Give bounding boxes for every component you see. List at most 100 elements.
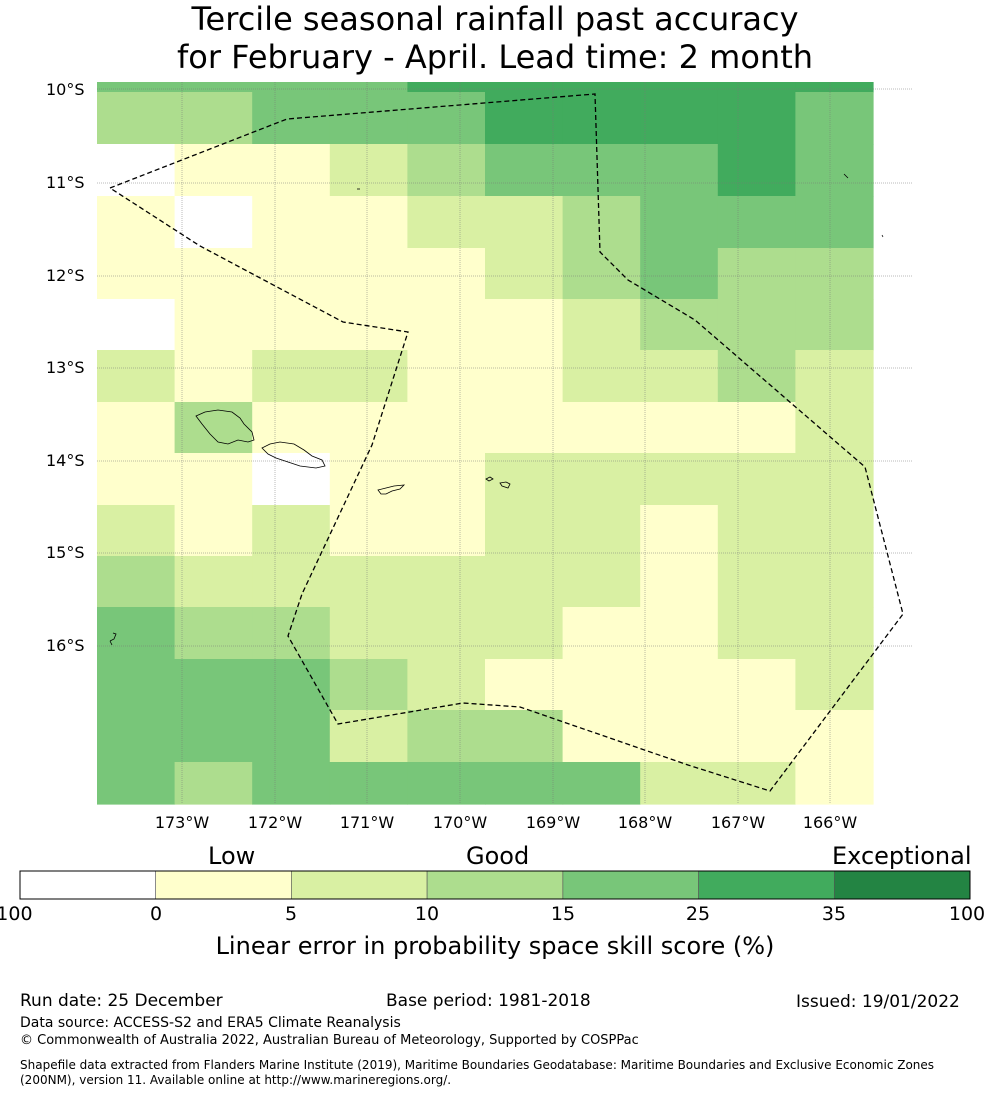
- copyright: © Commonwealth of Australia 2022, Austra…: [20, 1033, 639, 1048]
- skill-cell: [329, 607, 408, 660]
- skill-cell: [329, 350, 408, 403]
- skill-cell: [329, 144, 408, 197]
- skill-cell: [407, 196, 486, 249]
- lon-label: 170°W: [432, 813, 488, 832]
- skill-cell: [407, 453, 486, 506]
- skill-cell: [640, 402, 719, 454]
- skill-cell: [97, 505, 176, 557]
- skill-cell: [562, 92, 641, 145]
- skill-cell: [174, 299, 253, 351]
- skill-cell: [717, 710, 796, 763]
- skill-cell: [562, 505, 641, 557]
- skill-cell: [795, 505, 874, 557]
- skill-cell: [407, 248, 486, 300]
- colorbar-segment: [19, 870, 156, 900]
- skill-cell: [252, 196, 331, 249]
- lon-label: 171°W: [339, 813, 395, 832]
- skill-cell: [329, 659, 408, 711]
- skill-cell: [329, 196, 408, 249]
- skill-cell: [407, 607, 486, 660]
- skill-cell: [485, 659, 564, 711]
- skill-cell: [795, 453, 874, 506]
- skill-cell: [97, 556, 176, 608]
- skill-cell: [640, 350, 719, 403]
- skill-cell: [97, 92, 176, 145]
- shapefile-credit-line-1: Shapefile data extracted from Flanders M…: [20, 1058, 935, 1072]
- island-south-west: [109, 632, 117, 646]
- skill-cell: [174, 607, 253, 660]
- colorbar-word-good: Good: [466, 842, 530, 870]
- skill-cell: [640, 248, 719, 300]
- colorbar-tick: 10: [414, 903, 440, 925]
- skill-cell: [640, 82, 719, 93]
- island-manua-west: [485, 476, 494, 482]
- island-savaii: [195, 409, 255, 445]
- skill-cell: [174, 659, 253, 711]
- skill-cell: [329, 299, 408, 351]
- skill-cell: [485, 453, 564, 506]
- skill-cell: [174, 196, 253, 249]
- colorbar-segment: [426, 870, 564, 900]
- colorbar-tick: 15: [550, 903, 576, 925]
- skill-cell: [562, 402, 641, 454]
- skill-cell: [717, 196, 796, 249]
- skill-cell: [97, 350, 176, 403]
- lat-label: 11°S: [46, 173, 85, 192]
- skill-cell: [485, 248, 564, 300]
- skill-cell: [485, 299, 564, 351]
- skill-cell: [795, 556, 874, 608]
- skill-cell: [717, 505, 796, 557]
- colorbar-tick: 5: [284, 903, 298, 925]
- skill-cell: [407, 92, 486, 145]
- skill-cell: [174, 710, 253, 763]
- skill-cell: [174, 92, 253, 145]
- lat-label: 15°S: [46, 543, 85, 562]
- colorbar-segment: [562, 870, 699, 900]
- eez-boundary: [109, 93, 904, 792]
- colorbar-tick: -100: [0, 903, 33, 925]
- skill-cell: [795, 144, 874, 197]
- colorbar-tick: 0: [149, 903, 163, 925]
- skill-cell: [795, 248, 874, 300]
- skill-cell: [329, 762, 408, 805]
- skill-cell: [97, 659, 176, 711]
- skill-cell: [640, 505, 719, 557]
- skill-cell: [640, 144, 719, 197]
- skill-cell: [485, 350, 564, 403]
- skill-cell: [485, 402, 564, 454]
- skill-cell: [97, 82, 176, 93]
- skill-cell: [329, 505, 408, 557]
- skill-cell: [562, 82, 641, 93]
- skill-cell: [174, 505, 253, 557]
- colorbar-tick: 35: [821, 903, 847, 925]
- skill-cell: [252, 659, 331, 711]
- skill-cell: [640, 556, 719, 608]
- island-north-c: [881, 234, 884, 238]
- skill-cell: [795, 659, 874, 711]
- map-title-line-2: for February - April. Lead time: 2 month: [176, 38, 814, 76]
- island-upolu: [261, 441, 326, 469]
- skill-cell: [717, 248, 796, 300]
- lon-label: 169°W: [525, 813, 581, 832]
- skill-cell: [252, 607, 331, 660]
- skill-cell: [329, 248, 408, 300]
- skill-cell: [485, 196, 564, 249]
- skill-cell: [329, 453, 408, 506]
- skill-cell: [640, 710, 719, 763]
- colorbar-word-low: Low: [208, 842, 256, 870]
- skill-cell: [252, 710, 331, 763]
- skill-cell: [329, 82, 408, 93]
- skill-cell: [562, 299, 641, 351]
- skill-cell: [485, 762, 564, 805]
- skill-cell: [640, 659, 719, 711]
- skill-cell: [174, 82, 253, 93]
- skill-cell: [717, 92, 796, 145]
- skill-cell: [252, 402, 331, 454]
- skill-cell: [407, 144, 486, 197]
- skill-cell: [562, 248, 641, 300]
- skill-cell: [252, 453, 331, 506]
- skill-cell: [174, 248, 253, 300]
- colorbar-segment: [833, 870, 971, 900]
- skill-cell: [795, 710, 874, 763]
